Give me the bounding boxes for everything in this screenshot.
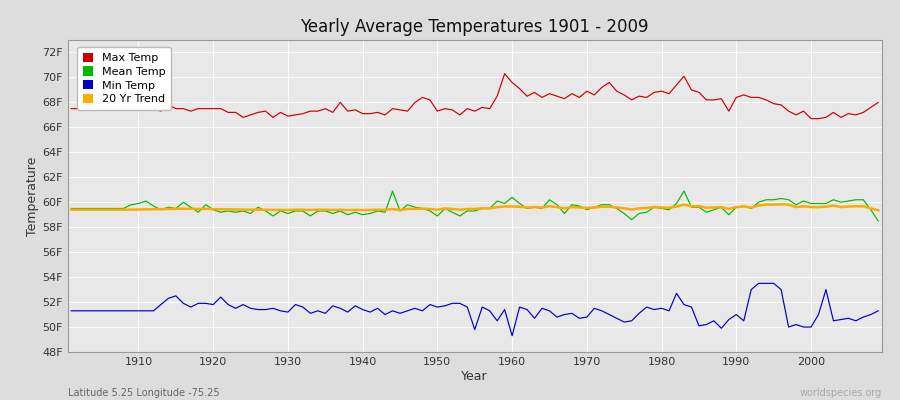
Text: Latitude 5.25 Longitude -75.25: Latitude 5.25 Longitude -75.25 bbox=[68, 388, 219, 398]
Text: worldspecies.org: worldspecies.org bbox=[800, 388, 882, 398]
Y-axis label: Temperature: Temperature bbox=[26, 156, 40, 236]
X-axis label: Year: Year bbox=[462, 370, 488, 383]
Legend: Max Temp, Mean Temp, Min Temp, 20 Yr Trend: Max Temp, Mean Temp, Min Temp, 20 Yr Tre… bbox=[77, 47, 171, 110]
Title: Yearly Average Temperatures 1901 - 2009: Yearly Average Temperatures 1901 - 2009 bbox=[301, 18, 649, 36]
